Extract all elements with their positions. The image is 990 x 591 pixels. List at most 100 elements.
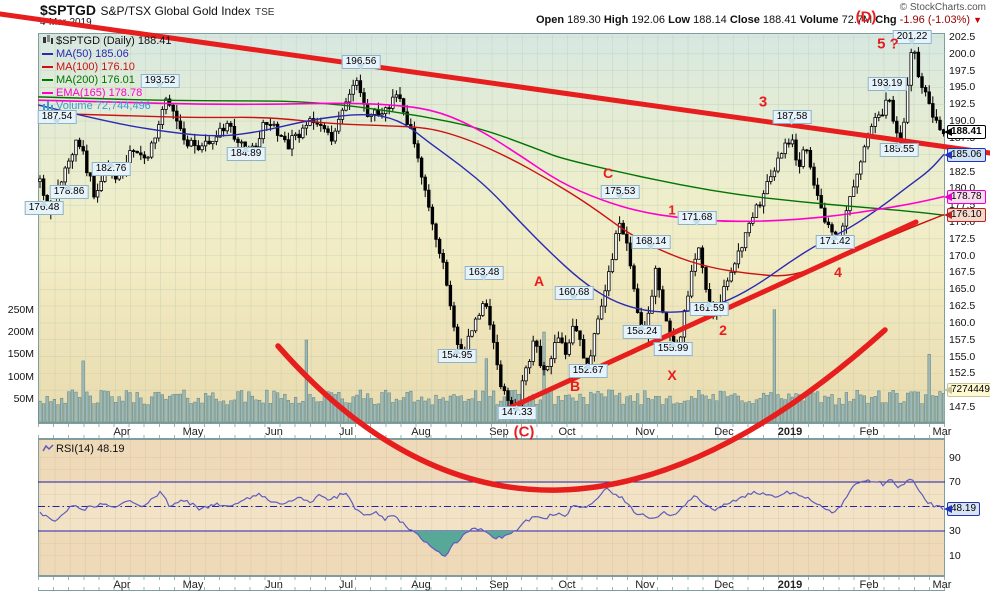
price-axis-tick: 172.5: [949, 232, 976, 245]
candlestick-icon: [43, 35, 53, 44]
volume-axis-tick: 150M: [7, 348, 34, 361]
price-axis-tick: 202.5: [949, 31, 976, 43]
axis-badge: 185.06: [947, 148, 986, 162]
copyright: © StockCharts.com: [899, 2, 986, 13]
axis-badge: 178.78: [947, 190, 986, 204]
month-label-2019: 2019: [777, 579, 803, 591]
price-axis-tick: 165.0: [949, 283, 976, 296]
ema165-swatch-icon: [42, 92, 53, 95]
month-label-sep: Sep: [489, 579, 509, 591]
month-label-nov: Nov: [635, 579, 655, 591]
legend-ma100-text: MA(100) 176.10: [56, 61, 135, 73]
rsi-icon: [42, 444, 54, 452]
legend-ma100-row: MA(100) 176.10: [42, 61, 172, 74]
month-label-jun: Jun: [265, 426, 283, 438]
legend-ma200-row: MA(200) 176.01: [42, 74, 172, 87]
close-value: 188.41: [762, 14, 797, 26]
month-label-aug: Aug: [411, 579, 431, 591]
legend-ma200-text: MA(200) 176.01: [56, 74, 135, 86]
open-label: Open: [535, 14, 565, 26]
low-value: 188.14: [693, 14, 727, 26]
legend-volume-row: Volume 72,744,496: [42, 100, 172, 113]
rsi-legend-text: RSI(14) 48.19: [56, 443, 125, 455]
month-axis-lower: Apr May Jun Jul Aug Sep Oct Nov Dec 2019 Feb Mar: [38, 576, 951, 591]
price-axis-tick: 150.0: [949, 384, 976, 397]
price-axis-tick: 167.5: [949, 266, 976, 279]
volume-value: 72.7M: [841, 14, 873, 26]
month-label-dec: Dec: [714, 426, 734, 438]
index-name: S&P/TSX Global Gold Index: [100, 4, 251, 18]
price-axis-tick: 182.5: [949, 165, 976, 178]
month-label-apr: Apr: [113, 426, 131, 438]
price-axis-tick: 180.0: [949, 182, 976, 195]
month-label-oct: Oct: [558, 579, 576, 591]
price-axis-tick: 155.0: [949, 350, 976, 363]
price-axis-tick: 195.0: [949, 81, 976, 94]
legend-ema165-row: EMA(165) 178.78: [42, 87, 172, 100]
ma100-swatch-icon: [42, 66, 53, 69]
price-axis-tick: 187.5: [949, 131, 976, 144]
legend-ma50-text: MA(50) 185.06: [56, 48, 129, 60]
rsi-axis-tick: 10: [949, 549, 961, 562]
chg-label: Chg: [875, 14, 897, 26]
rsi-axis-tick: 90: [949, 451, 961, 464]
down-arrow-icon: ▼: [973, 15, 982, 25]
month-label-feb: Feb: [859, 426, 879, 438]
month-label-jun: Jun: [265, 579, 283, 591]
month-label-2019: 2019: [777, 426, 803, 438]
axis-badge: 176.10: [947, 208, 986, 222]
rsi-mid-band: [39, 483, 944, 532]
month-axis-upper: Apr May Jun Jul Aug Sep Oct Nov Dec 2019 Feb Mar: [38, 423, 951, 439]
high-value: 192.06: [631, 14, 666, 26]
volume-axis-tick: 50M: [13, 392, 34, 405]
month-label-jul: Jul: [338, 426, 354, 438]
rsi-panel: [38, 439, 945, 576]
rsi-axis-tick: 30: [949, 525, 961, 537]
month-label-mar: Mar: [932, 426, 952, 438]
quote-line: Open 189.30 High 192.06 Low 188.14 Close…: [536, 14, 982, 26]
quote-date: 4-Mar-2019: [40, 17, 92, 28]
axis-badge: 48.19: [947, 502, 981, 516]
price-axis-tick: 160.0: [949, 316, 976, 329]
legend-symbol-row: $SPTGD (Daily) 188.41: [42, 35, 172, 48]
month-label-may: May: [182, 579, 204, 591]
open-value: 189.30: [567, 14, 601, 26]
month-label-apr: Apr: [113, 579, 131, 591]
price-axis-tick: 157.5: [949, 333, 976, 346]
rsi-axis-tick: 70: [949, 476, 961, 488]
volume-axis-tick: 250M: [7, 303, 34, 316]
month-label-feb: Feb: [859, 579, 879, 591]
ma200-swatch-icon: [42, 79, 53, 82]
volume-label: Volume: [799, 14, 839, 26]
month-label-sep: Sep: [489, 426, 509, 438]
volume-bars-icon: [43, 101, 53, 110]
price-panel: [38, 33, 945, 423]
high-label: High: [603, 14, 629, 26]
axis-badge: 72744496: [947, 383, 990, 397]
price-axis-tick: 147.5: [949, 401, 976, 413]
price-axis-tick: 162.5: [949, 300, 976, 313]
price-axis-tick: 175.0: [949, 216, 976, 228]
legend-volume-text: Volume 72,744,496: [56, 100, 151, 112]
volume-axis-tick: 100M: [7, 370, 34, 383]
price-axis-tick: 197.5: [949, 64, 976, 77]
price-legend: $SPTGD (Daily) 188.41 MA(50) 185.06 MA(1…: [42, 35, 172, 113]
price-axis-tick: 185.0: [949, 148, 976, 161]
month-label-dec: Dec: [714, 579, 734, 591]
exchange-label: TSE: [255, 7, 275, 18]
price-axis-tick: 177.5: [949, 199, 976, 212]
axis-badge: 188.41: [947, 125, 986, 139]
price-axis-tick: 200.0: [949, 47, 976, 60]
month-label-jul: Jul: [338, 579, 354, 591]
low-label: Low: [668, 14, 691, 26]
month-label-may: May: [182, 426, 204, 438]
volume-axis-tick: 200M: [7, 326, 34, 338]
legend-ema165-text: EMA(165) 178.78: [56, 87, 143, 99]
ticker-symbol: $SPTGD: [40, 2, 97, 18]
rsi-legend: RSI(14) 48.19: [42, 443, 124, 455]
month-label-oct: Oct: [558, 426, 576, 438]
close-label: Close: [729, 14, 760, 26]
ma50-swatch-icon: [42, 53, 53, 56]
legend-ma50-row: MA(50) 185.06: [42, 48, 172, 61]
